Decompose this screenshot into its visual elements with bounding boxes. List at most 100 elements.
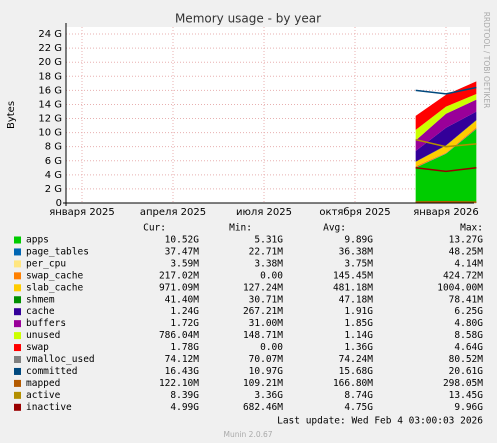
legend-stat: 74.12M (165, 354, 200, 365)
legend-swatch (14, 308, 21, 316)
legend-header: Min: (229, 223, 252, 234)
area (415, 120, 477, 167)
legend-stat: 1.91G (344, 306, 373, 317)
legend-label: inactive (26, 402, 72, 413)
area (415, 111, 477, 162)
legend-swatch (14, 260, 21, 268)
y-tick-label: 14 G (38, 99, 62, 110)
y-tick-label: 18 G (38, 71, 62, 82)
area (415, 127, 477, 168)
x-tick-label: октября 2025 (319, 207, 390, 218)
legend-header: Max: (460, 223, 483, 234)
legend-stat: 148.71M (243, 330, 283, 341)
legend-stat: 8.74G (344, 390, 373, 401)
legend-stat: 971.09M (159, 282, 199, 293)
legend-stat: 109.21M (243, 378, 283, 389)
legend-label: unused (26, 330, 60, 341)
legend-stat: 20.61G (449, 366, 484, 377)
area (415, 81, 477, 130)
legend-stat: 122.10M (159, 378, 199, 389)
legend-stat: 145.45M (333, 270, 373, 281)
x-tick-label: апреля 2025 (140, 207, 206, 218)
legend-stat: 3.75M (344, 258, 373, 269)
legend-stat: 682.46M (243, 402, 283, 413)
y-tick-label: 2 G (45, 184, 62, 195)
y-tick-label: 12 G (38, 114, 62, 125)
legend-stat: 127.24M (243, 282, 283, 293)
legend-label: per_cpu (26, 258, 66, 269)
legend-label: vmalloc_used (26, 354, 95, 365)
legend-label: swap (26, 342, 49, 353)
legend-stat: 41.40M (165, 294, 200, 305)
legend-stat: 1.78G (170, 342, 199, 353)
legend-stat: 78.41M (449, 294, 484, 305)
legend-label: slab_cache (26, 282, 83, 293)
legend-stat: 1.24G (170, 306, 199, 317)
y-tick-label: 20 G (38, 57, 62, 68)
legend-swatch (14, 379, 21, 387)
legend-stat: 8.39G (170, 390, 199, 401)
legend-stat: 4.14M (454, 258, 483, 269)
legend-stat: 22.71M (249, 246, 284, 257)
legend-stat: 217.02M (159, 270, 199, 281)
legend-stat: 10.52G (165, 235, 200, 246)
legend-stat: 13.45G (449, 390, 484, 401)
legend-header: Cur: (143, 223, 166, 234)
y-tick-label: 4 G (45, 170, 62, 181)
watermark: RRDTOOL / TOBI OETIKER (482, 12, 491, 109)
legend-stat: 1.36G (344, 342, 373, 353)
legend-stat: 70.07M (249, 354, 284, 365)
legend-stat: 80.52M (449, 354, 484, 365)
y-tick-label: 16 G (38, 85, 62, 96)
line (415, 167, 477, 173)
legend-swatch (14, 367, 21, 375)
x-tick-label: января 2026 (413, 207, 479, 218)
legend-swatch (14, 320, 21, 328)
legend-stat: 9.89G (344, 235, 373, 246)
legend-label: mapped (26, 378, 60, 389)
legend-stat: 8.58G (454, 330, 483, 341)
legend-stat: 166.80M (333, 378, 373, 389)
legend-stat: 424.72M (443, 270, 483, 281)
legend-stat: 0.00 (260, 270, 283, 281)
legend-stat: 4.99G (170, 402, 199, 413)
legend-swatch (14, 403, 21, 411)
legend-stat: 4.80G (454, 318, 483, 329)
legend-stat: 10.97G (249, 366, 284, 377)
legend-label: page_tables (26, 246, 89, 257)
legend-swatch (14, 296, 21, 304)
version: Munin 2.0.67 (223, 430, 272, 439)
legend-label: buffers (26, 318, 66, 329)
legend-label: apps (26, 235, 49, 246)
legend-stat: 13.27G (449, 235, 484, 246)
legend-stat: 30.71M (249, 294, 284, 305)
legend-swatch (14, 332, 21, 340)
legend-stat: 47.18M (339, 294, 374, 305)
legend-stat: 5.31G (254, 235, 283, 246)
area (415, 99, 477, 152)
legend-stat: 267.21M (243, 306, 283, 317)
area (415, 129, 477, 203)
legend-stat: 3.59M (170, 258, 199, 269)
legend-label: cache (26, 306, 55, 317)
line (415, 86, 477, 95)
legend-stat: 4.64G (454, 342, 483, 353)
legend-stat: 1.14G (344, 330, 373, 341)
legend-label: shmem (26, 294, 55, 305)
line (415, 138, 477, 148)
x-tick-label: января 2025 (49, 207, 115, 218)
legend-header: Avg: (323, 223, 346, 234)
legend-stat: 481.18M (333, 282, 373, 293)
legend-stat: 37.47M (165, 246, 200, 257)
legend-label: swap_cache (26, 270, 83, 281)
chart-title: Memory usage - by year (175, 12, 321, 26)
legend-stat: 1.85G (344, 318, 373, 329)
legend-stat: 9.96G (454, 402, 483, 413)
legend-swatch (14, 344, 21, 352)
y-tick-label: 8 G (45, 142, 62, 153)
legend-stat: 0.00 (260, 342, 283, 353)
legend-stat: 4.75G (344, 402, 373, 413)
legend-swatch (14, 272, 21, 280)
